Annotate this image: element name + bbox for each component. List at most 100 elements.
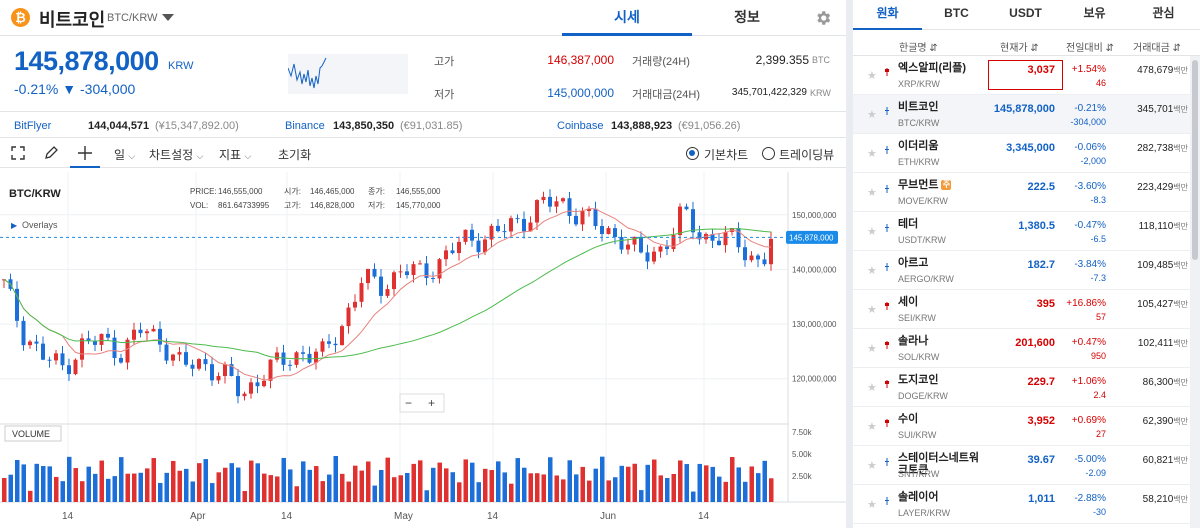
coin-name: 비트코인	[39, 10, 106, 30]
coin-name[interactable]: 세이	[898, 296, 919, 308]
coin-change-pct: -5.00%	[1074, 454, 1106, 465]
chart-settings-select[interactable]: 차트설정 ⌵	[149, 146, 203, 163]
volume-bar	[255, 463, 260, 502]
star-icon[interactable]: ★	[867, 148, 877, 160]
market-row[interactable]: ★ 스테이터스네트워크토큰 SNT/KRW 39.67 -5.00% -2.09 60,82…	[853, 446, 1190, 485]
market-row[interactable]: ★ 이더리움 ETH/KRW 3,345,000 -0.06% -2,000 282,738…	[853, 134, 1190, 173]
coin-name[interactable]: 엑스알피(리플)	[898, 62, 967, 74]
market-row[interactable]: ★ 비트코인 BTC/KRW 145,878,000 -0.21% -304,000 345…	[853, 95, 1190, 134]
tab-market[interactable]: 시세	[562, 0, 692, 36]
scrollbar[interactable]	[1190, 56, 1200, 528]
market-row[interactable]: ★ 도지코인 DOGE/KRW 229.7 +1.06% 2.4 86,300백만	[853, 368, 1190, 407]
volume-bar	[567, 460, 572, 502]
volume-bar	[639, 490, 644, 502]
exchange-value: 143,888,923	[611, 120, 673, 132]
volume-bar	[496, 461, 501, 502]
tab-krw[interactable]: 원화	[853, 0, 922, 30]
candle-body	[223, 364, 227, 377]
coin-name[interactable]: 솔라나	[898, 335, 929, 347]
tradingview-radio[interactable]	[762, 147, 775, 160]
col-price[interactable]: 현재가 ⇵	[1000, 43, 1039, 54]
candle-body	[580, 211, 585, 225]
volume-bar	[528, 473, 533, 502]
crosshair-tool[interactable]	[70, 138, 100, 168]
tab-btc[interactable]: BTC	[944, 6, 969, 20]
zoom-in-button[interactable]: +	[428, 396, 435, 410]
ohlc-high: 146,828,000	[310, 201, 355, 210]
coin-name[interactable]: 아르고	[898, 257, 929, 269]
tab-holdings[interactable]: 보유	[1083, 6, 1106, 20]
market-row[interactable]: ★ 수이 SUI/KRW 3,952 +0.69% 27 62,390백만	[853, 407, 1190, 446]
volume-bar	[418, 460, 423, 502]
overlays-label[interactable]: Overlays	[22, 220, 58, 230]
volume-bar	[203, 459, 208, 502]
volume-bar	[86, 466, 91, 502]
tab-info[interactable]: 정보	[734, 9, 760, 25]
gear-icon[interactable]	[814, 9, 832, 27]
tab-favorites[interactable]: 관심	[1152, 6, 1175, 20]
star-icon[interactable]: ★	[867, 499, 877, 511]
exchange-name[interactable]: Binance	[285, 120, 325, 132]
coin-name[interactable]: 스테이터스네트워크토큰	[898, 452, 979, 476]
reset-button[interactable]: 초기화	[278, 148, 312, 162]
market-row[interactable]: ★ 아르고 AERGO/KRW 182.7 -3.84% -7.3 109,485백만	[853, 251, 1190, 290]
x-tick-label: 14	[487, 511, 499, 522]
star-icon[interactable]: ★	[867, 460, 877, 472]
market-row[interactable]: ★ 엑스알피(리플) XRP/KRW 3,037 +1.54% 46 478,679백만	[853, 56, 1190, 95]
star-icon[interactable]: ★	[867, 382, 877, 394]
mini-candle-icon	[885, 185, 889, 193]
chart-settings-label: 차트설정	[149, 148, 194, 162]
y-tick-label: 130,000,000	[792, 320, 837, 329]
chevron-down-icon[interactable]	[162, 14, 174, 21]
star-icon[interactable]: ★	[867, 421, 877, 433]
coin-change-pct: -2.88%	[1074, 493, 1106, 504]
coin-name[interactable]: 무브먼트 주	[898, 179, 952, 191]
star-icon[interactable]: ★	[867, 226, 877, 238]
coin-name[interactable]: 솔레이어	[898, 491, 939, 503]
star-icon[interactable]: ★	[867, 265, 877, 277]
coin-pair: SUI/KRW	[898, 430, 937, 440]
zoom-out-button[interactable]: −	[405, 396, 412, 410]
coin-change-abs: -7.3	[1090, 273, 1106, 283]
star-icon[interactable]: ★	[867, 109, 877, 121]
scrollbar-thumb[interactable]	[1192, 60, 1198, 260]
coin-name[interactable]: 이더리움	[898, 140, 939, 152]
volume-bar	[502, 472, 507, 502]
star-icon[interactable]: ★	[867, 187, 877, 199]
price-chart[interactable]: 150,000,000 140,000,000 130,000,000 120,000…	[0, 172, 846, 528]
candle-body	[392, 272, 396, 290]
exchange-name[interactable]: BitFlyer	[14, 120, 52, 132]
star-icon[interactable]: ★	[867, 70, 877, 82]
mini-candle-icon	[885, 263, 889, 271]
period-select[interactable]: 일 ⌵	[114, 146, 135, 163]
fullscreen-icon[interactable]	[11, 146, 25, 160]
chart-grid	[0, 172, 846, 503]
overlays-toggle-icon[interactable]: ▶	[11, 221, 18, 230]
coin-volume: 102,411백만	[1137, 338, 1188, 349]
market-row[interactable]: ★ 세이 SEI/KRW 395 +16.86% 57 105,427백만	[853, 290, 1190, 329]
tab-usdt[interactable]: USDT	[1009, 6, 1042, 20]
basic-chart-radio[interactable]	[686, 147, 699, 160]
market-row[interactable]: ★ 테더 USDT/KRW 1,380.5 -0.47% -6.5 118,110백만	[853, 212, 1190, 251]
candle-body	[112, 337, 117, 358]
market-row[interactable]: ★ 솔라나 SOL/KRW 201,600 +0.47% 950 102,411백만	[853, 329, 1190, 368]
chevron-down-icon: ⌵	[244, 151, 252, 161]
star-icon[interactable]: ★	[867, 304, 877, 316]
star-icon[interactable]: ★	[867, 343, 877, 355]
col-name[interactable]: 한글명 ⇵	[899, 43, 938, 54]
indicator-select[interactable]: 지표 ⌵	[219, 146, 251, 163]
coin-name[interactable]: 도지코인	[898, 374, 939, 386]
pencil-icon[interactable]	[44, 145, 59, 160]
exchange-name[interactable]: Coinbase	[557, 120, 604, 132]
volume-bar	[372, 485, 377, 502]
candle-body	[275, 352, 279, 360]
coin-name[interactable]: 수이	[898, 413, 919, 425]
coin-name[interactable]: 테더	[898, 218, 919, 230]
coin-name[interactable]: 비트코인	[898, 101, 939, 113]
candle-body	[535, 200, 539, 223]
market-row[interactable]: ★ 솔레이어 LAYER/KRW 1,011 -2.88% -30 58,210백만	[853, 485, 1190, 524]
market-row[interactable]: ★ 무브먼트 주 MOVE/KRW 222.5 -3.60% -8.3 223,429백만	[853, 173, 1190, 212]
candle-body	[593, 208, 598, 227]
col-change[interactable]: 전일대비 ⇵	[1066, 43, 1114, 54]
col-volume[interactable]: 거래대금 ⇵	[1133, 43, 1181, 54]
